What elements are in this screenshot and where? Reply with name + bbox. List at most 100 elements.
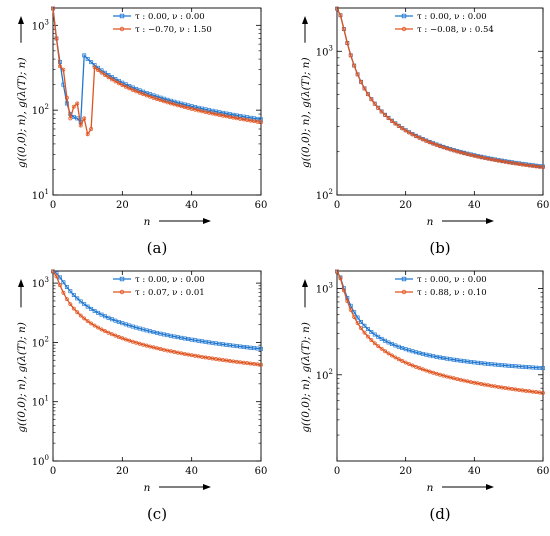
series-marker [120,336,125,341]
series-marker [444,374,449,379]
series-marker [217,112,222,117]
series-marker [462,151,466,156]
series-marker [144,93,149,98]
series-marker [259,362,263,367]
series-marker [465,379,470,384]
series-line [52,270,262,366]
x-axis-label: n [427,216,434,228]
panel-tag: (c) [147,505,167,523]
legend: τ : 0.00, ν : 0.00 τ : 0.88, ν : 0.10 [395,275,487,298]
panel-tag: (a) [147,239,168,257]
series-marker [85,132,90,137]
series-marker [386,351,391,356]
series-marker [155,346,159,351]
series-marker [417,366,422,371]
chart-panel-2: 0 20 40 60 102 103 τ : 0.00, ν : 0.00 τ : −0.08… [300,6,549,257]
series-marker [245,118,250,122]
y-tick-label: 101 [32,395,49,409]
series-marker [89,321,94,326]
series-marker [427,140,432,145]
series-marker [417,135,422,140]
series-marker [82,116,87,121]
series-marker [92,65,97,70]
series-marker [335,269,339,274]
series-marker [213,112,218,117]
series-marker [57,283,62,288]
series-marker [51,269,55,274]
series-marker [71,293,76,297]
series-marker [248,118,253,123]
series-marker [71,104,76,109]
series-marker [54,274,59,279]
series-marker [403,128,408,133]
series-marker [161,99,166,104]
chart-panel-4: 0 20 40 60 102 103 τ : 0.00, ν : 0.00 τ : 0.88,… [300,269,549,523]
y-tick-label: 103 [316,282,333,296]
series-marker [396,357,401,362]
series-marker [179,104,184,109]
series-marker [420,367,425,372]
legend-label: τ : 0.88, ν : 0.10 [417,288,487,298]
series-marker [468,380,473,384]
series-marker [109,332,114,337]
x-tick-label: 20 [116,466,129,477]
series-marker [359,326,363,331]
series-marker [82,53,87,58]
series-marker [61,67,66,72]
series-marker [92,323,97,328]
x-tick-label: 60 [255,200,268,211]
legend-marker [119,289,125,295]
y-axis-arrowhead [18,279,24,287]
series-marker [61,290,66,295]
legend: τ : 0.00, ν : 0.00 τ : −0.70, ν : 1.50 [113,12,212,35]
series-marker [134,340,139,345]
series-marker [259,120,263,125]
series-marker [345,41,350,46]
series-marker [541,165,545,170]
series-marker [123,84,128,89]
series-marker [175,350,180,355]
series-marker [379,346,384,351]
series-marker [424,138,429,143]
legend-marker [119,13,125,19]
series-marker [200,109,205,114]
series-marker [189,106,194,111]
series-marker [348,307,353,312]
legend-label: τ : 0.00, ν : 0.00 [135,12,205,22]
series-marker [486,156,491,161]
series-marker [89,306,94,311]
series-marker [365,92,370,97]
series-marker [451,148,456,153]
series-marker [123,337,128,342]
series-marker [441,145,446,150]
series-marker [182,351,187,356]
series-marker [462,378,466,383]
x-axis-arrowhead [486,484,494,490]
series-marker [61,280,66,285]
series-marker [168,349,173,354]
series-marker [75,101,80,106]
series-marker [448,147,453,152]
x-axis-label: n [144,482,151,494]
series-marker [109,77,114,82]
series-marker [372,341,377,346]
x-tick-label: 20 [399,200,412,211]
series-marker [434,371,439,376]
series-marker [407,362,412,367]
x-tick-label: 20 [116,200,129,211]
plot-frame [52,7,262,196]
series-marker [434,143,439,147]
series-marker [141,92,146,97]
series-marker [362,323,367,328]
series-marker [75,296,80,301]
series-marker [134,89,139,94]
series-marker [403,360,408,365]
series-marker [238,116,243,121]
y-tick-label: 102 [32,103,49,117]
x-axis-arrowhead [203,218,211,224]
series-marker [120,83,125,87]
series-marker [203,110,208,114]
legend-marker [401,26,407,32]
series-marker [85,304,90,309]
